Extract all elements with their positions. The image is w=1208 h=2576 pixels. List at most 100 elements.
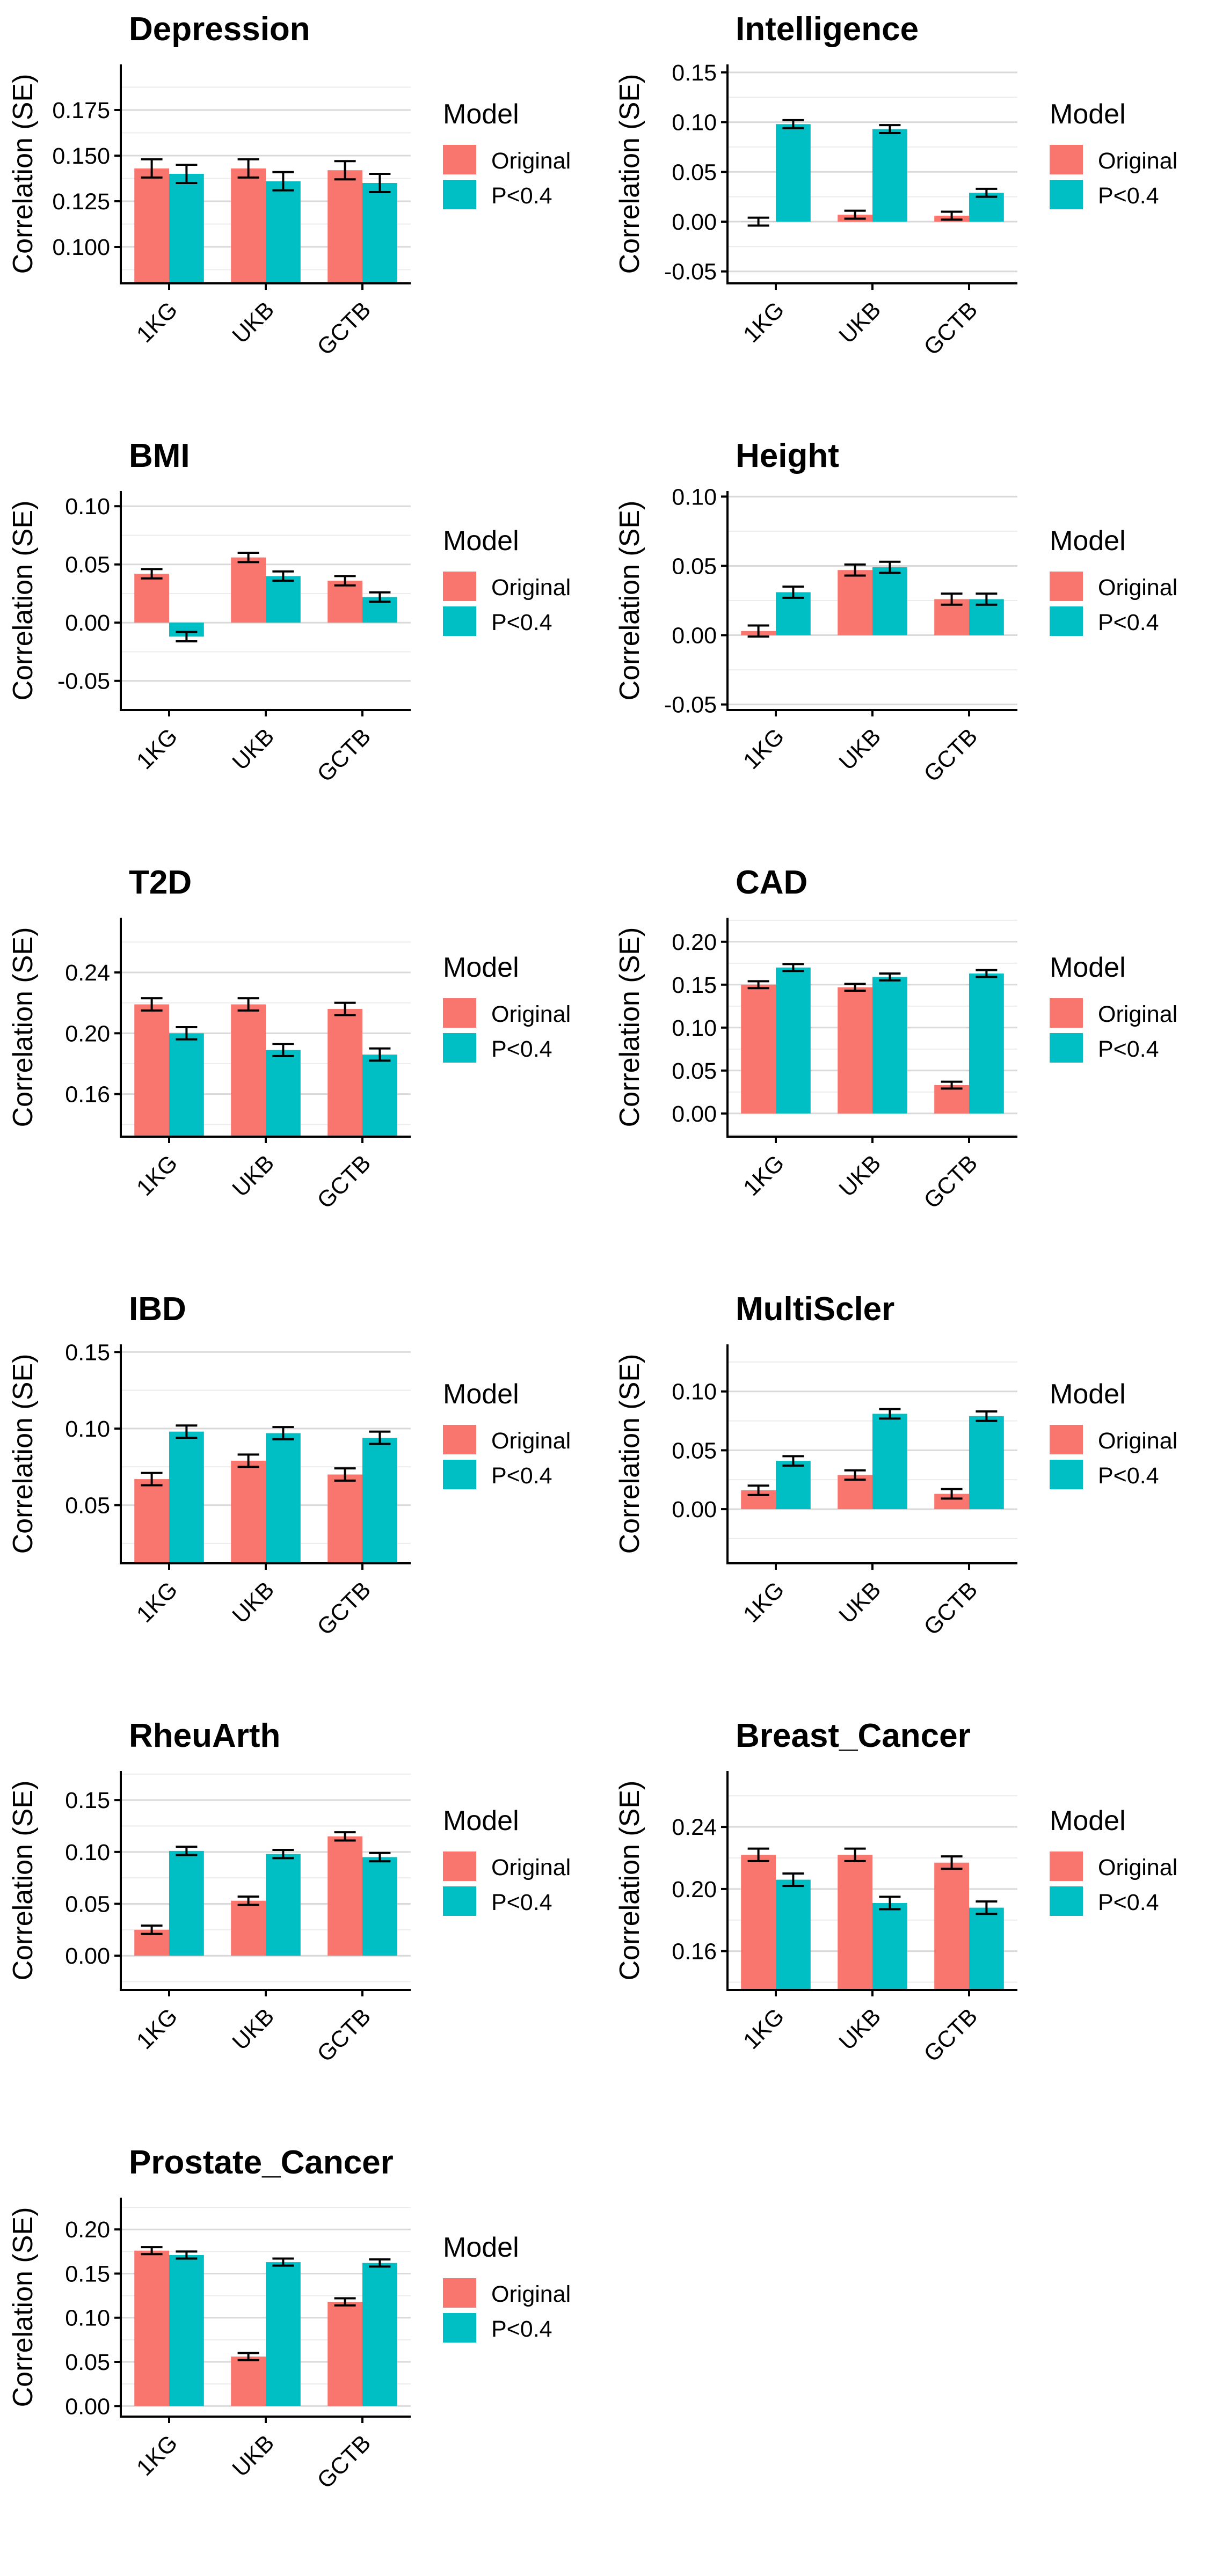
y-axis-label: Correlation (SE) bbox=[614, 1354, 645, 1554]
error-bar-ukb-original bbox=[844, 209, 866, 220]
y-tick-label: 0.00 bbox=[65, 2394, 110, 2419]
error-bar-1kg-original bbox=[141, 1472, 163, 1487]
x-tick-label: 1KG bbox=[738, 1150, 789, 1201]
bar-1kg-p04 bbox=[169, 174, 204, 283]
y-tick-label: 0.100 bbox=[52, 235, 110, 260]
chart-title: BMI bbox=[129, 437, 190, 474]
error-bar-1kg-original bbox=[747, 980, 769, 990]
error-bar-1kg-original bbox=[141, 2246, 163, 2256]
error-bar-ukb-original bbox=[237, 552, 259, 564]
legend-swatch-p04 bbox=[443, 1033, 476, 1063]
error-bar-gctb-p04 bbox=[369, 1851, 391, 1863]
y-tick-label: 0.05 bbox=[65, 552, 110, 578]
legend-label-p04: P<0.4 bbox=[491, 1890, 552, 1915]
bar-1kg-p04 bbox=[169, 1431, 204, 1563]
chart-title: Intelligence bbox=[736, 11, 919, 48]
bar-1kg-p04 bbox=[776, 124, 811, 222]
legend-label-original: Original bbox=[491, 1001, 571, 1027]
error-bar-1kg-p04 bbox=[176, 1846, 198, 1856]
y-tick-label: 0.175 bbox=[52, 98, 110, 123]
legend-swatch-original bbox=[1050, 1425, 1083, 1454]
bar-gctb-original bbox=[328, 2302, 362, 2406]
error-bar-gctb-original bbox=[334, 1467, 356, 1482]
chart-title: RheuArth bbox=[129, 1717, 280, 1754]
error-bar-1kg-p04 bbox=[782, 1872, 804, 1887]
bar-ukb-p04 bbox=[266, 1854, 301, 1956]
error-bar-ukb-p04 bbox=[879, 124, 901, 134]
y-tick-label: 0.10 bbox=[672, 1015, 717, 1041]
y-tick-label: 0.05 bbox=[672, 1438, 717, 1463]
legend-title: Model bbox=[1050, 1379, 1126, 1410]
legend-title: Model bbox=[443, 99, 519, 130]
x-tick-label: UKB bbox=[834, 723, 886, 775]
legend-swatch-original bbox=[443, 998, 476, 1028]
error-bar-gctb-p04 bbox=[976, 187, 998, 198]
error-bar-1kg-p04 bbox=[782, 586, 804, 599]
y-axis-label: Correlation (SE) bbox=[614, 501, 645, 701]
legend-swatch-original bbox=[443, 1425, 476, 1454]
error-bar-gctb-original bbox=[334, 1831, 356, 1842]
legend-swatch-p04 bbox=[1050, 1460, 1083, 1489]
x-tick-label: GCTB bbox=[919, 723, 983, 787]
chart-title: Breast_Cancer bbox=[736, 1717, 971, 1754]
legend-label-original: Original bbox=[1098, 148, 1177, 174]
legend-title: Model bbox=[443, 1805, 519, 1836]
error-bar-1kg-p04 bbox=[782, 963, 804, 972]
x-tick-label: UKB bbox=[834, 1150, 886, 1202]
y-axis-label: Correlation (SE) bbox=[8, 74, 39, 274]
y-tick-label: 0.16 bbox=[672, 1939, 717, 1965]
y-tick-label: 0.16 bbox=[65, 1082, 110, 1108]
legend-label-p04: P<0.4 bbox=[1098, 1463, 1159, 1489]
y-tick-label: -0.05 bbox=[664, 692, 717, 718]
bar-1kg-p04 bbox=[776, 592, 811, 635]
legend-label-original: Original bbox=[1098, 1001, 1177, 1027]
error-bar-gctb-p04 bbox=[369, 1430, 391, 1445]
legend-title: Model bbox=[443, 952, 519, 983]
error-bar-gctb-original bbox=[334, 575, 356, 587]
x-tick-label: UKB bbox=[834, 2003, 886, 2055]
y-axis-label: Correlation (SE) bbox=[8, 1354, 39, 1554]
chart-panel-bmi: 1KG UKB GCTB -0.05 0.00 0.05 0.10 BMI Correlatio… bbox=[8, 437, 571, 787]
y-axis-label: Correlation (SE) bbox=[614, 1781, 645, 1981]
bar-gctb-p04 bbox=[969, 974, 1004, 1114]
y-tick-label: 0.15 bbox=[65, 1340, 110, 1365]
error-bar-ukb-p04 bbox=[879, 560, 901, 574]
error-bar-ukb-original bbox=[844, 1847, 866, 1862]
error-bar-gctb-p04 bbox=[369, 1047, 391, 1062]
x-tick-label: UKB bbox=[228, 1150, 279, 1202]
bar-ukb-original bbox=[231, 2357, 266, 2406]
x-tick-label: 1KG bbox=[738, 2003, 789, 2054]
x-tick-label: 1KG bbox=[132, 1577, 183, 1628]
legend-swatch-p04 bbox=[443, 606, 476, 636]
error-bar-ukb-p04 bbox=[272, 1043, 294, 1057]
bar-1kg-original bbox=[741, 984, 776, 1114]
chart-panel-height: 1KG UKB GCTB -0.05 0.00 0.05 0.10 Height Correla… bbox=[614, 437, 1177, 787]
legend-label-p04: P<0.4 bbox=[491, 1463, 552, 1489]
legend-swatch-p04 bbox=[443, 1460, 476, 1489]
legend-label-original: Original bbox=[491, 1428, 571, 1454]
bar-1kg-original bbox=[134, 574, 169, 623]
bar-1kg-p04 bbox=[169, 1850, 204, 1956]
legend-label-original: Original bbox=[491, 1855, 571, 1880]
legend-swatch-p04 bbox=[443, 1886, 476, 1916]
error-bar-1kg-p04 bbox=[176, 2250, 198, 2260]
x-tick-label: UKB bbox=[228, 2003, 279, 2055]
bar-gctb-p04 bbox=[362, 1055, 397, 1137]
error-bar-gctb-original bbox=[334, 2297, 356, 2307]
bar-gctb-p04 bbox=[362, 1857, 397, 1956]
chart-panel-depression: 1KG UKB GCTB 0.100 0.125 0.150 0.175 Depression… bbox=[8, 11, 571, 361]
y-tick-label: 0.00 bbox=[672, 623, 717, 649]
error-bar-1kg-p04 bbox=[176, 1026, 198, 1041]
bar-gctb-original bbox=[328, 1836, 362, 1956]
legend-swatch-p04 bbox=[443, 2313, 476, 2343]
y-tick-label: 0.00 bbox=[65, 1943, 110, 1969]
legend-title: Model bbox=[1050, 1805, 1126, 1836]
legend-label-p04: P<0.4 bbox=[491, 1036, 552, 1062]
error-bar-gctb-p04 bbox=[976, 1900, 998, 1915]
legend-swatch-original bbox=[1050, 572, 1083, 601]
x-tick-label: GCTB bbox=[312, 1150, 376, 1213]
y-tick-label: 0.05 bbox=[672, 1058, 717, 1084]
error-bar-ukb-original bbox=[237, 2352, 259, 2361]
legend-swatch-p04 bbox=[1050, 1033, 1083, 1063]
error-bar-ukb-p04 bbox=[879, 972, 901, 982]
